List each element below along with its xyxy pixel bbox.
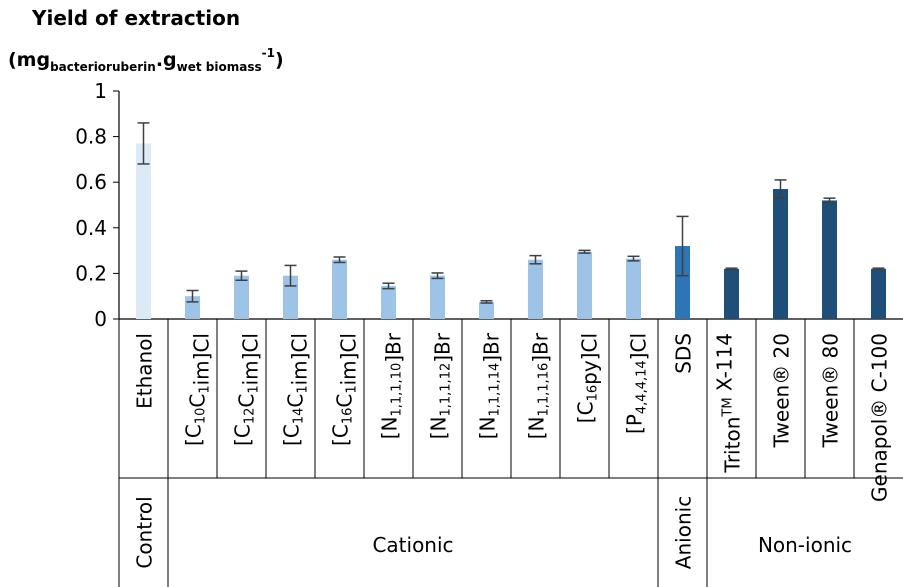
- y-tick-label: 0: [94, 307, 107, 331]
- category-label-part: [C: [231, 424, 255, 446]
- y-tick-label: 1: [94, 79, 107, 103]
- group-label: Non-ionic: [758, 533, 852, 557]
- category-label: Genapol® C-100: [868, 333, 892, 502]
- category-label: [C16C1im]Cl: [329, 333, 361, 446]
- y-tick-label: 0.8: [75, 125, 107, 149]
- bar: [234, 275, 249, 319]
- category-label-part: [C: [329, 424, 353, 446]
- category-label: Tween® 20: [770, 333, 794, 448]
- category-label-part: im]Cl: [239, 333, 263, 385]
- bar: [332, 259, 347, 319]
- category-label: TritonTM X-114: [713, 333, 745, 473]
- category-label: [N1,1,1,16]Br: [525, 332, 553, 439]
- category-label: [N1,1,1,14]Br: [476, 332, 504, 439]
- category-label-part: py]Cl: [578, 333, 602, 385]
- category-label-part: [N: [378, 417, 402, 440]
- category-label-part: [C: [280, 424, 304, 446]
- category-label-part: 1: [247, 385, 262, 393]
- category-label-part: 16: [586, 385, 601, 402]
- bar: [822, 200, 837, 319]
- category-label-part: 1: [345, 385, 360, 393]
- bar: [773, 189, 788, 319]
- category-label-part: im]Cl: [337, 333, 361, 385]
- category-label-part: X-114: [713, 333, 737, 397]
- bar: [381, 285, 396, 319]
- bar: [136, 143, 151, 319]
- category-label: [C16py]Cl: [574, 333, 602, 423]
- bar: [430, 275, 445, 319]
- category-label-part: 1: [198, 385, 213, 393]
- category-label-part: Triton: [721, 417, 745, 474]
- category-label-part: [C: [182, 424, 206, 446]
- bar: [871, 268, 886, 319]
- category-label-part: ]Cl: [627, 333, 651, 360]
- category-label: [N1,1,1,10]Br: [378, 332, 406, 439]
- category-label-part: 1,1,1,10: [390, 363, 405, 417]
- y-axis-unit-label: (mgbacterioruberin.gwet biomass-1): [8, 46, 284, 74]
- bar: [479, 301, 494, 319]
- y-tick-label: 0.2: [75, 261, 107, 285]
- category-label-part: 16: [341, 408, 356, 425]
- category-label: Tween® 80: [819, 333, 843, 448]
- category-label: Ethanol: [133, 333, 157, 409]
- category-label-part: [C: [574, 401, 598, 423]
- category-label-part: 4,4,4,14: [635, 360, 650, 414]
- chart-title: Yield of extraction: [32, 6, 241, 30]
- category-label-part: ]Br: [431, 332, 455, 363]
- category-label-part: 12: [243, 408, 258, 425]
- category-label-part: 14: [292, 408, 307, 425]
- y-tick-label: 0.6: [75, 170, 107, 194]
- category-label: [C12C1im]Cl: [231, 333, 263, 446]
- bar: [626, 258, 641, 319]
- category-label-part: im]Cl: [190, 333, 214, 385]
- category-label-part: [P: [623, 414, 647, 434]
- category-label-part: 10: [194, 408, 209, 425]
- category-label-part: 1,1,1,14: [488, 363, 503, 417]
- category-label: [N1,1,1,12]Br: [427, 332, 455, 439]
- category-label-part: ]Br: [480, 332, 504, 363]
- category-label-part: im]Cl: [288, 333, 312, 385]
- category-label-part: ]Br: [529, 332, 553, 363]
- category-label-part: C: [333, 394, 357, 408]
- category-label-part: [N: [427, 417, 451, 440]
- bar: [724, 268, 739, 319]
- category-label-part: TM: [721, 397, 736, 417]
- bar: [675, 246, 690, 319]
- category-label: [C10C1im]Cl: [182, 333, 214, 446]
- category-label-part: 1: [296, 385, 311, 393]
- category-label-part: C: [235, 394, 259, 408]
- category-label-part: C: [186, 394, 210, 408]
- category-label-part: [N: [525, 417, 549, 440]
- category-label-part: 1,1,1,16: [537, 363, 552, 417]
- y-tick-label: 0.4: [75, 216, 107, 240]
- category-label: [P4,4,4,14]Cl: [623, 333, 651, 434]
- category-label-part: [N: [476, 417, 500, 440]
- group-label: Anionic: [672, 496, 696, 569]
- group-label: Cationic: [372, 533, 453, 557]
- category-label-part: C: [284, 394, 308, 408]
- bar: [577, 251, 592, 319]
- category-label: [C14C1im]Cl: [280, 333, 312, 446]
- category-label: SDS: [672, 333, 696, 374]
- bar: [528, 259, 543, 319]
- group-label: Control: [133, 496, 157, 568]
- category-label-part: ]Br: [382, 332, 406, 363]
- category-label-part: 1,1,1,12: [439, 363, 454, 417]
